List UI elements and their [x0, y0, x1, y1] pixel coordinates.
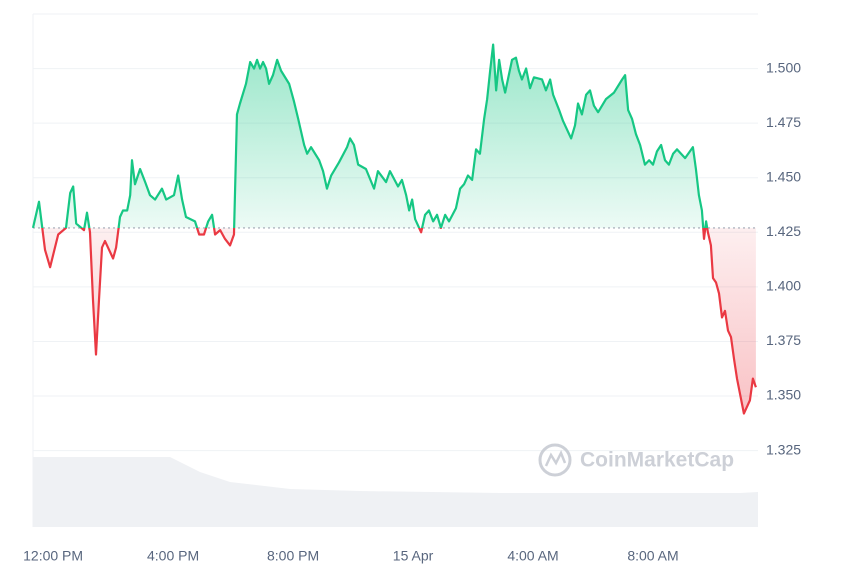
watermark-logo	[538, 443, 572, 477]
y-tick-label: 1.500	[766, 59, 801, 75]
area-shade	[33, 44, 756, 414]
x-tick-label: 8:00 AM	[627, 548, 678, 564]
x-tick-label: 4:00 PM	[147, 548, 199, 564]
watermark-text: CoinMarketCap	[580, 449, 734, 472]
x-tick-label: 12:00 PM	[23, 548, 83, 564]
x-tick-label: 8:00 PM	[267, 548, 319, 564]
x-tick-label: 4:00 AM	[507, 548, 558, 564]
y-tick-label: 1.325	[766, 441, 801, 457]
volume-area	[33, 457, 758, 527]
y-tick-label: 1.350	[766, 387, 801, 403]
y-tick-label: 1.450	[766, 168, 801, 184]
watermark: CoinMarketCap	[538, 443, 734, 477]
y-tick-label: 1.475	[766, 114, 801, 130]
x-tick-label: 15 Apr	[393, 548, 434, 564]
y-tick-label: 1.400	[766, 278, 801, 294]
price-line	[31, 43, 757, 415]
y-tick-label: 1.425	[766, 223, 801, 239]
watermark-logo-mark	[544, 449, 567, 467]
y-tick-label: 1.375	[766, 332, 801, 348]
